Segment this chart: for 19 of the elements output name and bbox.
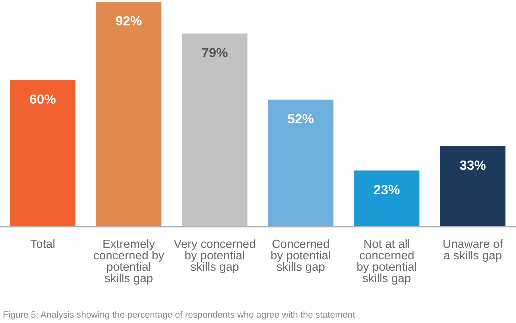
x-tick-label: Not at all concerned by potential skills gap xyxy=(358,240,416,285)
bar xyxy=(354,170,420,228)
bar xyxy=(440,146,506,228)
x-tick-label: Unaware of a skills gap xyxy=(444,240,504,262)
x-tick-label: Total xyxy=(30,240,55,248)
data-label: 79% xyxy=(202,48,228,58)
data-label: 92% xyxy=(116,16,142,26)
x-tick-label: Concerned by potential skills gap xyxy=(272,240,330,274)
data-label: 52% xyxy=(288,114,314,124)
data-label: 23% xyxy=(374,185,400,195)
x-tick-label: Very concerned by potential skills gap xyxy=(174,240,256,274)
bar xyxy=(96,2,162,228)
data-label: 60% xyxy=(30,94,56,104)
caption: Figure 5: Analysis showing the percentage of respondents who agree with the statement xyxy=(4,311,356,320)
bar xyxy=(268,100,334,228)
data-label: 33% xyxy=(460,160,486,170)
x-tick-label: Extremely concerned by potential skills gap xyxy=(94,240,164,285)
bar xyxy=(10,80,76,228)
bar xyxy=(182,34,248,228)
